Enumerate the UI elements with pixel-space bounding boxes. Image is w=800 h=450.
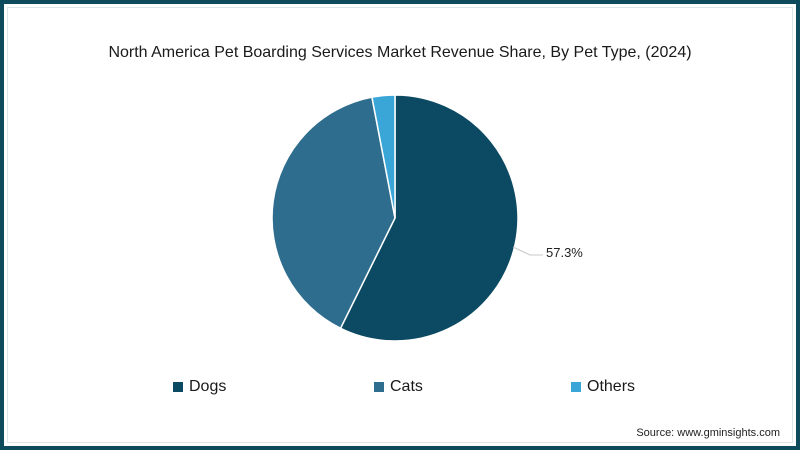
- chart-title: North America Pet Boarding Services Mark…: [108, 44, 692, 61]
- legend-item-others: Others: [571, 378, 635, 396]
- source-note: Source: www.gminsights.com: [636, 427, 780, 439]
- legend-item-dogs: Dogs: [173, 378, 226, 396]
- legend: Dogs Cats Others: [0, 378, 800, 398]
- pie-slice-cats: [271, 96, 396, 330]
- pie-slices: [271, 94, 519, 342]
- legend-swatch-cats: [374, 382, 384, 392]
- pie-slice-others: [371, 94, 396, 219]
- legend-label-dogs: Dogs: [189, 378, 227, 395]
- legend-swatch-others: [571, 382, 581, 392]
- legend-label-cats: Cats: [390, 378, 423, 395]
- legend-item-cats: Cats: [374, 378, 423, 396]
- data-label-leader-line: [512, 246, 543, 256]
- legend-label-others: Others: [587, 378, 636, 395]
- legend-swatch-dogs: [173, 382, 183, 392]
- dogs-data-label: 57.3%: [546, 245, 583, 260]
- chart-inner-border: [7, 7, 793, 443]
- pie-slice-dogs: [339, 94, 519, 342]
